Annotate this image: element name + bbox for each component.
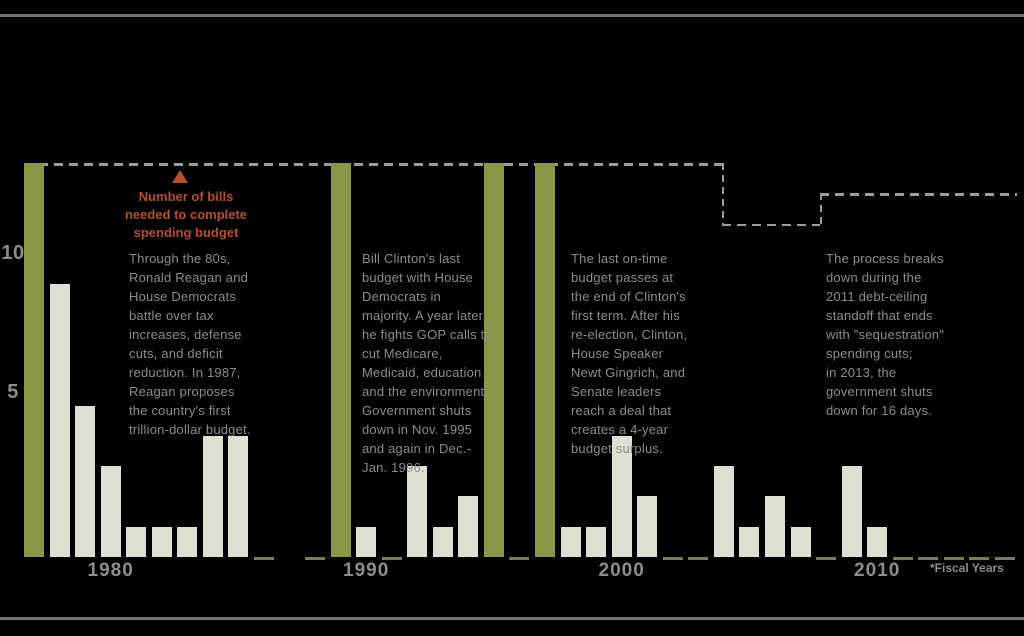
bar-2009 [841,466,862,557]
zero-dash-1986 [253,557,274,560]
bar-1994 [458,496,479,557]
bar-1997 [535,163,555,557]
bar-1980 [100,466,121,557]
bar-1995 [483,163,504,557]
x-tick-1980: 1980 [87,560,134,581]
bar-1977 [24,163,44,557]
note-1990s: Bill Clinton's last budget with House De… [362,251,492,475]
bar-1993 [432,526,453,557]
required-bills-line-segment-13 [24,163,722,166]
bar-1981 [126,526,147,557]
bar-1983 [177,526,198,557]
bar-1982 [151,526,172,557]
zero-dash-2011 [892,557,913,560]
x-tick-2000: 2000 [598,560,645,581]
required-bills-line-segment-12 [819,193,1017,196]
bar-1989 [330,163,351,557]
zero-dash-2012 [918,557,939,560]
note-1980s: Through the 80s, Ronald Reagan and House… [129,251,251,437]
bar-2007 [790,526,811,557]
bar-1984 [202,435,223,557]
x-tick-1990: 1990 [343,560,390,581]
zero-dash-2013 [943,557,964,560]
bar-2004 [713,466,734,557]
zero-dash-2014 [969,557,990,560]
required-bills-line-step [721,163,724,224]
zero-dash-2003 [688,557,709,560]
bar-1998 [560,526,581,557]
y-tick-5: 5 [7,380,19,403]
zero-dash-2015 [994,557,1015,560]
top-divider-rule [0,14,1024,17]
note-2010s: The process breaks down during the 2011 … [826,251,945,418]
note-2000s: The last on-time budget passes at the en… [571,251,688,456]
y-tick-10: 10 [1,242,25,264]
zero-dash-1991 [381,557,402,560]
bar-2006 [764,496,785,557]
bar-1999 [586,526,607,557]
zero-dash-1988 [305,557,326,560]
bar-2000 [611,435,632,557]
required-bills-line-step [819,193,823,224]
x-tick-2010: 2010 [854,560,901,581]
bar-2005 [739,526,760,557]
bar-2010 [867,526,888,557]
zero-dash-2002 [662,557,683,560]
bar-1990 [356,526,377,557]
bar-1985 [228,435,249,557]
bottom-divider-rule [0,617,1024,620]
required-bills-line-segment-11 [721,223,820,227]
required-bills-annotation: Number of bills needed to complete spend… [124,189,248,240]
zero-dash-2008 [816,557,837,560]
bar-1978 [49,284,70,557]
bar-1979 [75,405,96,557]
bar-1992 [407,466,428,557]
fiscal-years-footnote: *Fiscal Years [930,561,1004,575]
bar-2001 [637,496,658,557]
zero-dash-1996 [509,557,530,560]
arrow-up-icon [172,170,188,183]
